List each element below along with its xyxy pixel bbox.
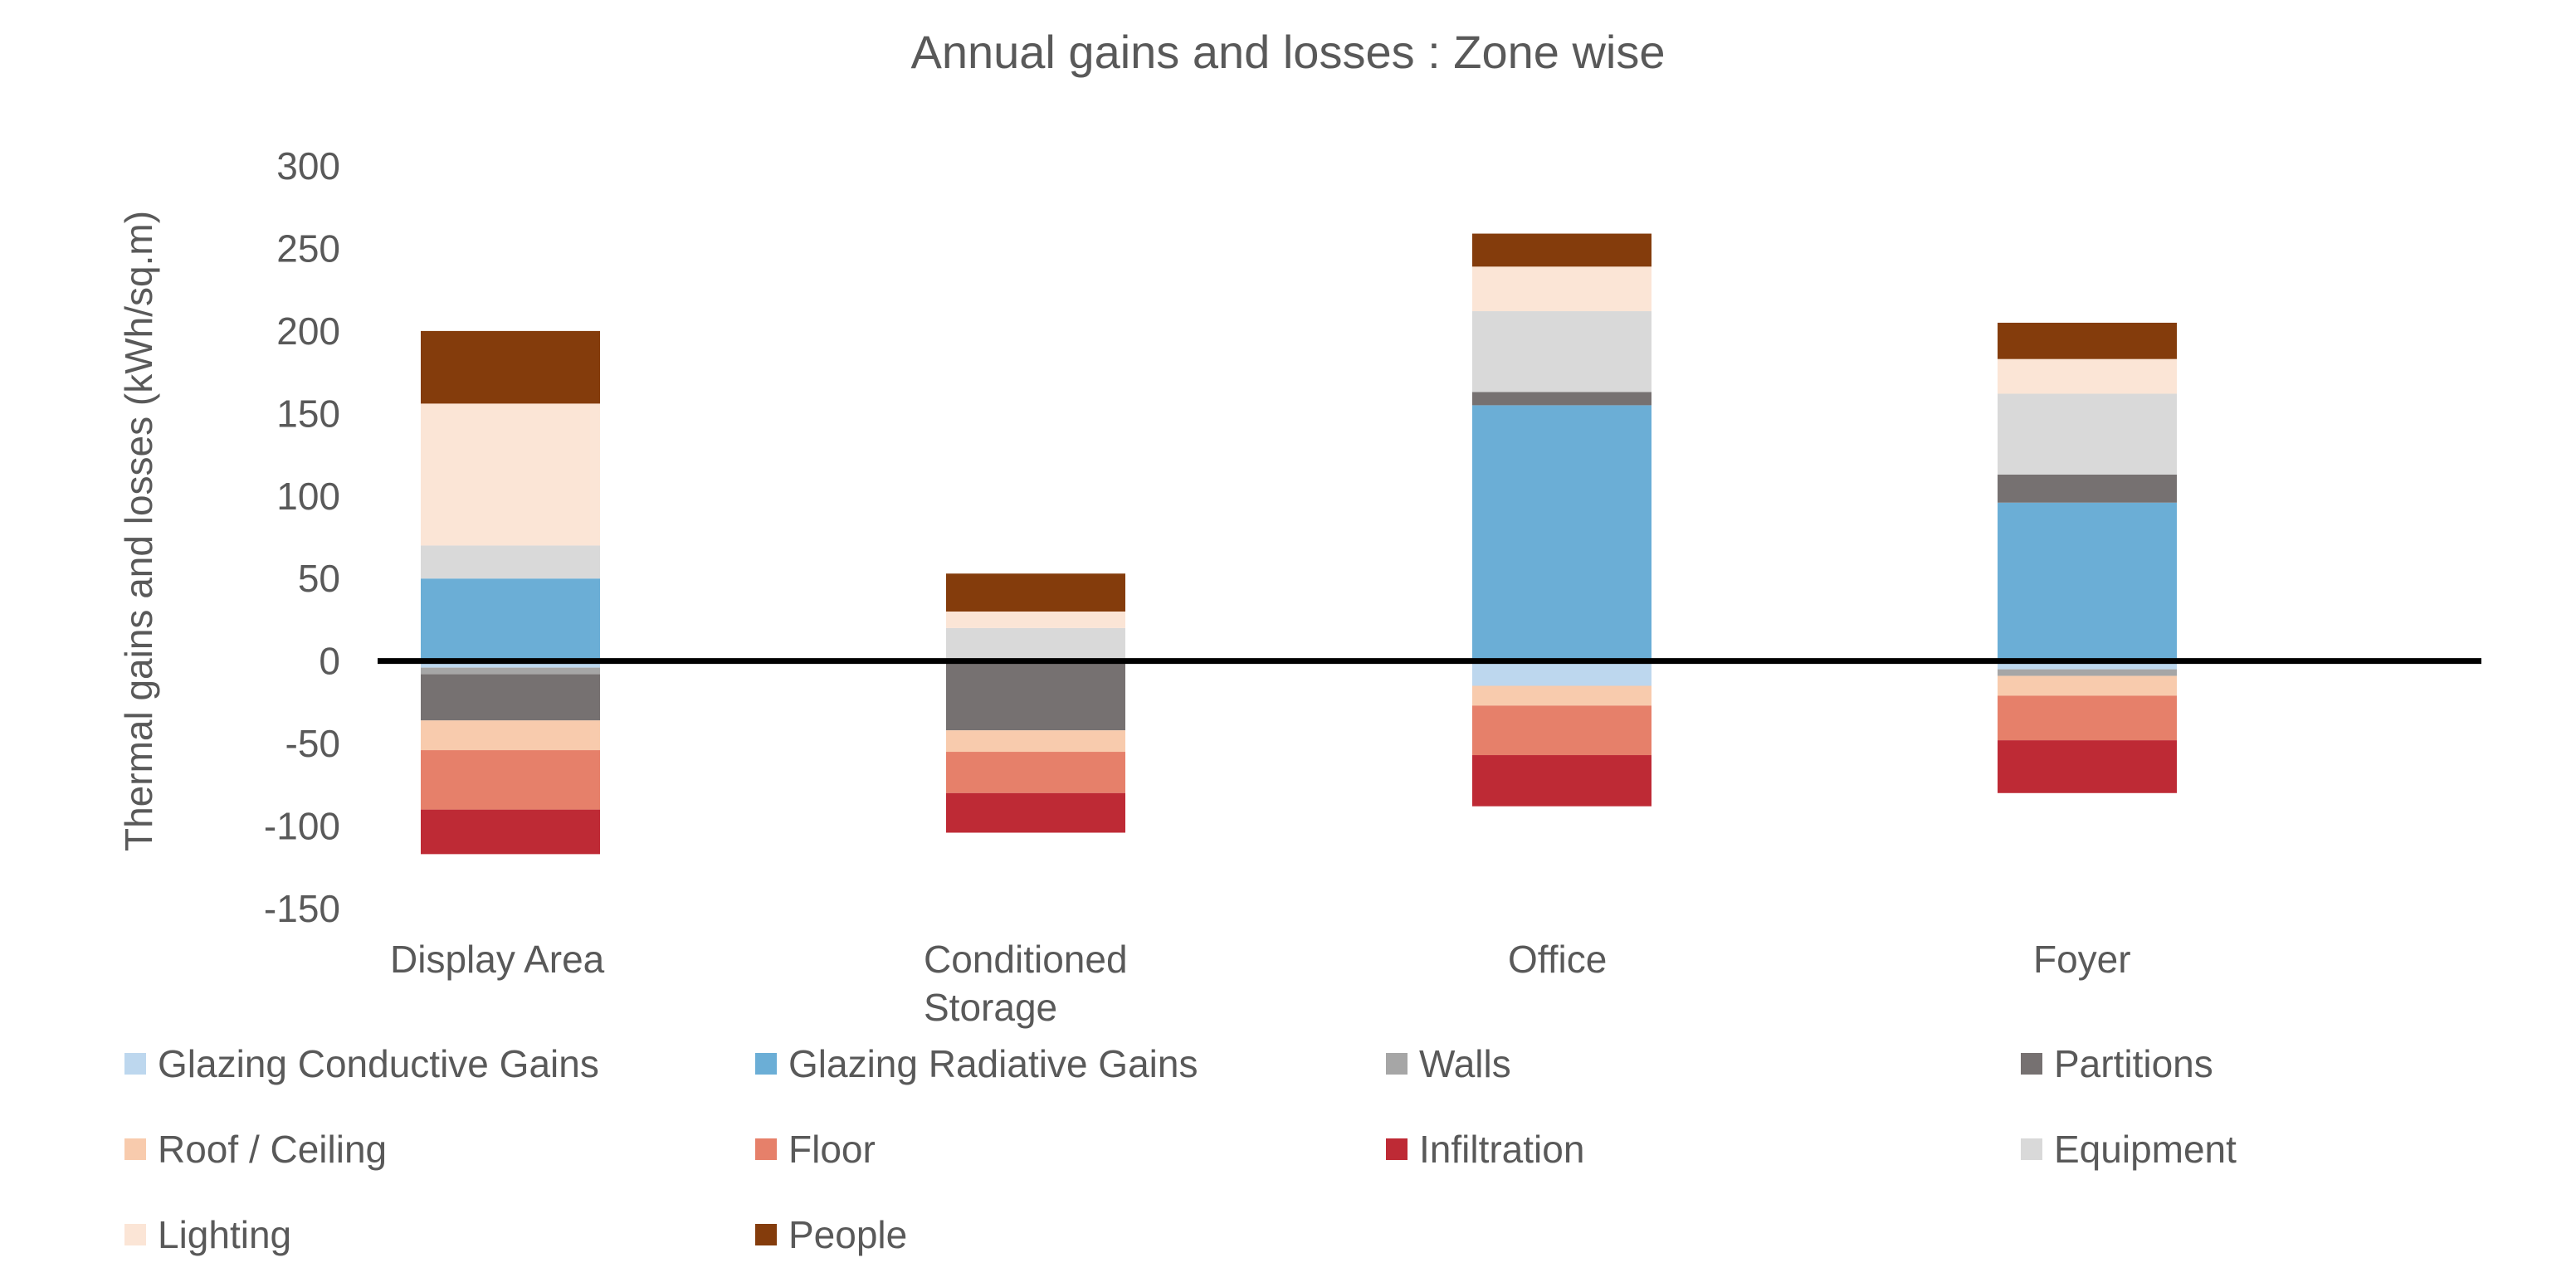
legend-item: Partitions — [2021, 1041, 2213, 1086]
bar-segment — [421, 330, 600, 404]
x-tick-label-line: Foyer — [2033, 938, 2131, 981]
x-tick-label-line: Storage — [924, 986, 1057, 1029]
legend-item: Infiltration — [1386, 1127, 1584, 1172]
legend-item: Glazing Radiative Gains — [755, 1041, 1198, 1086]
bar-segment — [1998, 675, 2177, 696]
y-tick-label: 200 — [276, 310, 340, 353]
bar-segment — [421, 403, 600, 546]
bar-segment — [1998, 322, 2177, 359]
legend-label: Partitions — [2054, 1042, 2213, 1085]
y-tick-label: 250 — [276, 227, 340, 270]
bar-segment — [1472, 266, 1651, 312]
bar-segment — [1472, 233, 1651, 267]
bar-segment — [421, 720, 600, 751]
legend-item: People — [755, 1212, 907, 1257]
legend-label: Floor — [788, 1128, 876, 1171]
bar-segment — [1472, 405, 1651, 661]
bar-segment — [421, 809, 600, 855]
chart-title: Annual gains and losses : Zone wise — [910, 26, 1666, 78]
legend-item: Equipment — [2021, 1127, 2237, 1172]
y-tick-label: 0 — [319, 640, 340, 683]
bar-segment — [946, 752, 1125, 793]
x-tick-label-line: Conditioned — [924, 938, 1128, 981]
chart-legend: Glazing Conductive Gains Glazing Radiativ… — [124, 1041, 2448, 1274]
legend-label: Lighting — [158, 1213, 292, 1256]
legend-item: Floor — [755, 1127, 876, 1172]
bar-segment — [421, 667, 600, 675]
x-tick-label: Office — [1508, 938, 1607, 981]
bar-segment — [946, 627, 1125, 661]
bar-segment — [946, 573, 1125, 612]
y-tick-label: -100 — [264, 805, 340, 848]
bar-segment — [1998, 660, 2177, 670]
bar-segment — [421, 578, 600, 661]
legend-swatch — [124, 1224, 146, 1245]
legend-swatch — [124, 1053, 146, 1075]
legend-label: Equipment — [2054, 1128, 2237, 1171]
legend-label: Glazing Radiative Gains — [788, 1042, 1198, 1085]
bar-segment — [421, 545, 600, 579]
legend-swatch — [755, 1224, 777, 1245]
legend-swatch — [755, 1138, 777, 1160]
legend-swatch — [1386, 1138, 1408, 1160]
bar-segment — [1472, 392, 1651, 406]
x-tick-label-line: Office — [1508, 938, 1607, 981]
legend-label: People — [788, 1213, 908, 1256]
bar-segment — [946, 792, 1125, 833]
y-tick-label: -50 — [285, 722, 340, 765]
legend-swatch — [1386, 1053, 1408, 1075]
legend-swatch — [124, 1138, 146, 1160]
bar-segment — [421, 750, 600, 810]
bar-segment — [1472, 311, 1651, 392]
bar-segment — [1998, 358, 2177, 394]
legend-label: Infiltration — [1419, 1128, 1585, 1171]
y-tick-label: 50 — [298, 557, 340, 600]
x-tick-label: Conditioned Storage — [924, 938, 1128, 1029]
x-tick-label: Display Area — [390, 938, 605, 981]
bar-segment — [1998, 502, 2177, 661]
bar-segment — [421, 660, 600, 668]
bar-segment — [1998, 393, 2177, 475]
legend-item: Roof / Ceiling — [124, 1127, 387, 1172]
bar-segment — [1472, 755, 1651, 807]
bar-segment — [1472, 660, 1651, 686]
y-tick-label: 300 — [276, 144, 340, 188]
legend-item: Lighting — [124, 1212, 291, 1257]
legend-label: Roof / Ceiling — [158, 1128, 388, 1171]
bar-segment — [946, 730, 1125, 753]
bar-segment — [1998, 669, 2177, 676]
bar-segment — [946, 612, 1125, 628]
bar-segment — [1472, 705, 1651, 756]
y-tick-label: 150 — [276, 392, 340, 435]
x-tick-label: Foyer — [2033, 938, 2131, 981]
legend-swatch — [2021, 1053, 2042, 1075]
bar-segment — [1998, 474, 2177, 503]
bar-segment — [946, 660, 1125, 731]
legend-item: Glazing Conductive Gains — [124, 1041, 599, 1086]
bar-segment — [1998, 740, 2177, 793]
bar-segment — [1472, 685, 1651, 706]
y-tick-label: 100 — [276, 475, 340, 518]
y-tick-label: -150 — [264, 887, 340, 930]
bar-segment — [421, 674, 600, 721]
legend-swatch — [755, 1053, 777, 1075]
bar-segment — [1998, 695, 2177, 741]
legend-label: Walls — [1419, 1042, 1511, 1085]
chart-plot: 300 250 200 150 100 50 0 -50 -100 -150 Display Are… — [264, 144, 2481, 1029]
legend-label: Glazing Conductive Gains — [158, 1042, 599, 1085]
legend-item: Walls — [1386, 1041, 1511, 1086]
legend-swatch — [2021, 1138, 2042, 1160]
x-tick-label-line: Display Area — [390, 938, 605, 981]
